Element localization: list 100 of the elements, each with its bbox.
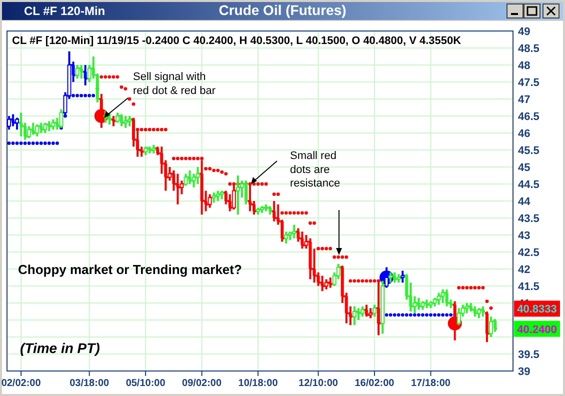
point (47, 142, 51, 145)
candlestick (184, 172, 188, 187)
point (445, 313, 448, 317)
point (388, 313, 392, 317)
y-tick-label: 44 (518, 196, 532, 208)
point (420, 313, 424, 317)
point (23, 142, 27, 145)
candlestick (284, 230, 288, 244)
point (84, 94, 88, 98)
x-tick-label: 12/10:00 (298, 378, 338, 389)
candlestick (260, 205, 264, 214)
y-tick-label: 49 (518, 26, 530, 38)
y-tick-label: 48 (518, 60, 530, 72)
x-tick-label: 10/18:00 (238, 378, 278, 389)
candlestick (212, 192, 216, 204)
candlestick (420, 300, 425, 311)
candlestick (440, 288, 445, 304)
candlestick (35, 124, 40, 138)
y-tick-label: 42.5 (518, 247, 540, 259)
point (437, 313, 440, 317)
candlestick (43, 122, 48, 134)
point (412, 313, 416, 317)
annotation: (Time in PT) (20, 340, 100, 356)
candlestick (27, 125, 32, 140)
point (449, 313, 453, 317)
point (31, 142, 35, 145)
candlestick (51, 118, 56, 131)
point (11, 142, 15, 145)
point (35, 142, 39, 145)
candlestick (428, 300, 433, 310)
x-tick-label: 09/02:00 (182, 378, 222, 389)
candlestick (464, 302, 469, 314)
y-tick-label: 48.5 (518, 43, 540, 55)
y-tick-label: 47.5 (518, 77, 540, 89)
candlestick (396, 273, 401, 284)
point (39, 142, 43, 145)
candlestick (7, 115, 12, 131)
point (392, 313, 396, 317)
candlestick (128, 115, 132, 128)
point (425, 313, 428, 317)
point (72, 94, 75, 98)
point (92, 94, 96, 98)
text: 40.8333 (517, 304, 557, 316)
y-tick-label: 45.5 (518, 145, 540, 157)
x-tick-label: 03/18:00 (70, 378, 110, 389)
annotation: Sell signal with red dot & red bar (133, 71, 216, 97)
point (441, 313, 444, 317)
y-tick-label: 41.5 (518, 281, 540, 293)
candlestick (196, 166, 200, 185)
point (88, 94, 92, 98)
x-tick-label: 05/10:00 (126, 378, 166, 389)
candlestick (75, 64, 80, 80)
candlestick (144, 146, 148, 156)
x-tick-label: 16/02:00 (354, 378, 395, 389)
candlestick (15, 116, 20, 131)
y-tick-label: 39.5 (518, 349, 540, 361)
candlestick (476, 307, 481, 320)
candlestick (123, 115, 128, 129)
candlestick (152, 144, 156, 154)
point (43, 142, 47, 145)
point (408, 313, 412, 317)
point (19, 142, 23, 145)
candlestick (208, 193, 212, 209)
point (429, 313, 432, 317)
candlestick (115, 112, 120, 124)
y-tick-label: 43 (518, 230, 530, 242)
y-tick-label: 43.5 (518, 213, 540, 225)
candlestick (488, 316, 493, 338)
x-tick-label: 17/18:00 (410, 378, 451, 389)
point (56, 142, 59, 145)
y-tick-label: 46.5 (518, 111, 540, 123)
candlestick (372, 304, 376, 318)
annotation: Choppy market or Trending market? (18, 262, 242, 277)
point (416, 313, 420, 317)
point (400, 313, 404, 317)
candlestick (324, 278, 328, 290)
y-tick-label: 45 (518, 162, 530, 174)
x-tick-label: 02/02:00 (1, 378, 42, 389)
point (404, 313, 408, 317)
y-tick-label: 44.5 (518, 179, 540, 191)
point (433, 313, 436, 317)
candlestick (256, 206, 260, 216)
point (384, 313, 388, 317)
candlestick (456, 307, 461, 326)
candlestick (436, 292, 441, 306)
y-tick-label: 39 (518, 366, 530, 378)
point (80, 94, 84, 98)
point (27, 142, 31, 145)
candlestick (388, 271, 393, 284)
point (76, 94, 79, 98)
candlestick (400, 270, 405, 284)
point (15, 142, 19, 145)
candlestick (292, 224, 296, 240)
annotation: Small red dots are resistance (290, 150, 340, 190)
candlestick (432, 296, 437, 308)
point (7, 142, 11, 145)
chart-title: Crude Oil (Futures) (218, 2, 346, 18)
annotation: CL #F [120-Min] 11/19/15 -0.2400 C 40.2400, H 40.5300, L 40.1500, O 40.4800, V 4.3550K (12, 35, 462, 47)
y-tick-label: 42 (518, 264, 530, 276)
candlestick (352, 305, 356, 326)
